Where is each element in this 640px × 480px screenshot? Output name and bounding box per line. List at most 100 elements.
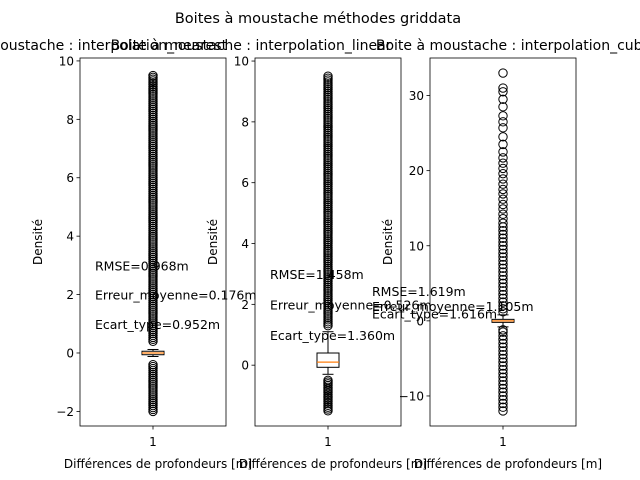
stat-annotation: Ecart_type=0.952m bbox=[95, 317, 220, 332]
stat-annotation: Erreur_moyenne=0.176m bbox=[95, 288, 257, 303]
outlier-point bbox=[498, 364, 508, 375]
subplot-1: Boite à moustache : interpolation_neares… bbox=[0, 38, 257, 471]
outlier-point bbox=[498, 338, 508, 349]
y-tick-label: 0 bbox=[416, 314, 424, 328]
outlier-point bbox=[498, 204, 508, 214]
outlier-point bbox=[498, 361, 508, 371]
outlier-point bbox=[498, 289, 508, 300]
stat-annotation: Ecart_type=1.360m bbox=[270, 328, 395, 343]
x-tick-label: 1 bbox=[324, 435, 332, 449]
subplot-3: Boite à moustache : interpolation_cubic −… bbox=[372, 38, 640, 471]
y-tick-label: 4 bbox=[66, 230, 74, 244]
outlier-point bbox=[498, 68, 508, 78]
outlier-point bbox=[498, 406, 508, 416]
outlier-point bbox=[498, 132, 508, 142]
outlier-point bbox=[498, 147, 508, 157]
y-tick-label: 0 bbox=[66, 346, 74, 360]
x-axis-label: Différences de profondeurs [m] bbox=[64, 457, 252, 471]
y-tick-label: 8 bbox=[241, 115, 249, 129]
outlier-point bbox=[498, 357, 508, 367]
outlier-point bbox=[498, 241, 508, 251]
outlier-point bbox=[498, 395, 508, 405]
outlier-point bbox=[498, 349, 508, 360]
subplot-2: Boite à moustache : interpolation_linear… bbox=[111, 38, 432, 471]
y-tick-label: 20 bbox=[409, 164, 424, 178]
outlier-point bbox=[498, 304, 508, 314]
outlier-point bbox=[498, 278, 508, 289]
outlier-point bbox=[498, 87, 508, 97]
figure-suptitle: Boites à moustache méthodes griddata bbox=[175, 11, 461, 27]
outlier-point bbox=[498, 282, 508, 292]
stat-annotation: RMSE=0.968m bbox=[95, 258, 189, 273]
x-tick-label: 1 bbox=[499, 435, 507, 449]
outlier-point bbox=[498, 237, 508, 247]
y-tick-label: −10 bbox=[399, 389, 424, 403]
y-tick-label: 10 bbox=[234, 55, 249, 69]
y-tick-label: 6 bbox=[66, 171, 74, 185]
y-tick-label: 10 bbox=[409, 239, 424, 253]
outlier-point bbox=[498, 174, 508, 184]
outlier-point bbox=[498, 286, 508, 296]
outlier-point bbox=[498, 402, 508, 412]
stat-annotation: Erreur_moyenne=1.105m bbox=[372, 299, 534, 314]
y-tick-label: 4 bbox=[241, 237, 249, 251]
outlier-point bbox=[498, 158, 508, 168]
outlier-point bbox=[498, 274, 508, 285]
stat-annotation: RMSE=1.619m bbox=[372, 284, 466, 299]
outlier-point bbox=[498, 102, 508, 112]
outlier-point bbox=[498, 383, 508, 394]
y-axis-label: Densité bbox=[31, 219, 45, 265]
outlier-point bbox=[498, 259, 508, 270]
outlier-point bbox=[323, 71, 333, 81]
outlier-point bbox=[498, 179, 508, 189]
y-tick-label: 8 bbox=[66, 113, 74, 127]
outlier-point bbox=[498, 331, 508, 341]
y-tick-label: −2 bbox=[56, 405, 74, 419]
y-tick-label: 6 bbox=[241, 176, 249, 190]
outlier-point bbox=[498, 293, 508, 304]
y-axis-label: Densité bbox=[206, 219, 220, 265]
outlier-point bbox=[498, 83, 508, 93]
outlier-point bbox=[498, 297, 508, 307]
outlier-point bbox=[498, 248, 508, 258]
outlier-point bbox=[498, 252, 508, 262]
outlier-point bbox=[498, 117, 508, 127]
y-tick-label: 30 bbox=[409, 89, 424, 103]
outlier-point bbox=[498, 199, 508, 210]
outlier-point bbox=[498, 267, 508, 277]
outlier-point bbox=[498, 123, 508, 133]
outlier-point bbox=[498, 194, 508, 204]
outlier-point bbox=[323, 375, 333, 386]
outlier-point bbox=[498, 229, 508, 240]
outlier-point bbox=[498, 226, 508, 236]
outlier-point bbox=[498, 342, 508, 352]
y-tick-label: 2 bbox=[66, 288, 74, 302]
outlier-point bbox=[498, 94, 508, 105]
box-iqr bbox=[316, 352, 340, 368]
outlier-point bbox=[498, 139, 508, 150]
x-axis-label: Différences de profondeurs [m] bbox=[414, 457, 602, 471]
outlier-point bbox=[498, 327, 508, 337]
outlier-point bbox=[498, 256, 508, 266]
subplot-title: Boite à moustache : interpolation_linear bbox=[111, 38, 392, 54]
y-tick-label: 2 bbox=[241, 298, 249, 312]
stat-annotation: RMSE=1.458m bbox=[270, 267, 364, 282]
outlier-point bbox=[498, 218, 508, 228]
outlier-point bbox=[148, 359, 158, 370]
outlier-point bbox=[498, 398, 508, 409]
outlier-point bbox=[498, 387, 508, 397]
subplot-title: Boite à moustache : interpolation_neares… bbox=[0, 38, 228, 54]
outlier-point bbox=[498, 168, 508, 179]
outlier-point bbox=[498, 263, 508, 273]
y-tick-label: 10 bbox=[59, 54, 74, 68]
outlier-point bbox=[498, 368, 508, 379]
outlier-point bbox=[148, 70, 158, 81]
outlier-point bbox=[498, 307, 508, 317]
subplot-title: Boite à moustache : interpolation_cubic bbox=[376, 38, 640, 54]
outlier-point bbox=[498, 376, 508, 386]
outlier-point bbox=[498, 334, 508, 345]
outlier-point bbox=[498, 209, 508, 219]
outlier-point bbox=[498, 325, 508, 335]
y-axis-label: Densité bbox=[381, 219, 395, 265]
